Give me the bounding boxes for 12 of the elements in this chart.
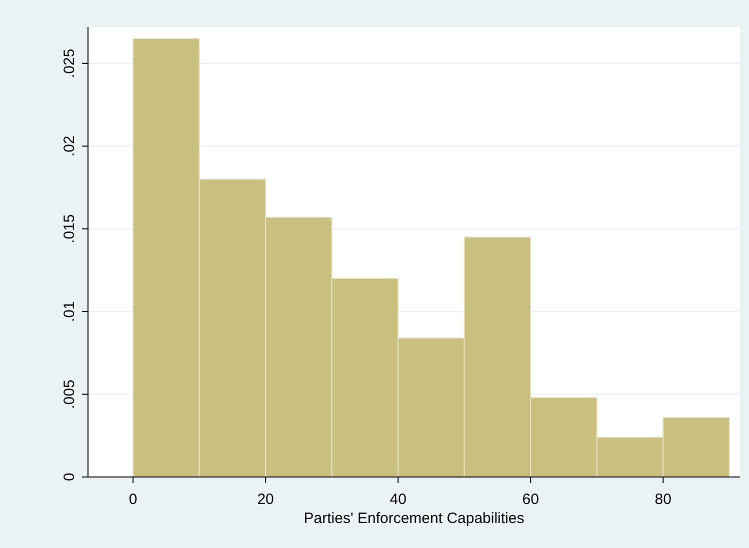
- y-tick-label: .025: [61, 48, 78, 78]
- y-tick-label: 0: [61, 472, 78, 482]
- x-tick-label: 20: [257, 491, 274, 508]
- y-tick-label: .005: [61, 380, 78, 409]
- y-tick-label: .01: [61, 301, 78, 322]
- x-axis-title: Parties' Enforcement Capabilities: [304, 510, 524, 527]
- y-tick-label: .015: [61, 214, 78, 244]
- x-tick-label: 60: [522, 491, 539, 508]
- x-tick-label: 40: [390, 491, 406, 508]
- x-tick-label: 80: [654, 491, 672, 508]
- y-tick-label: .02: [61, 136, 78, 157]
- x-tick-label: 0: [128, 491, 138, 508]
